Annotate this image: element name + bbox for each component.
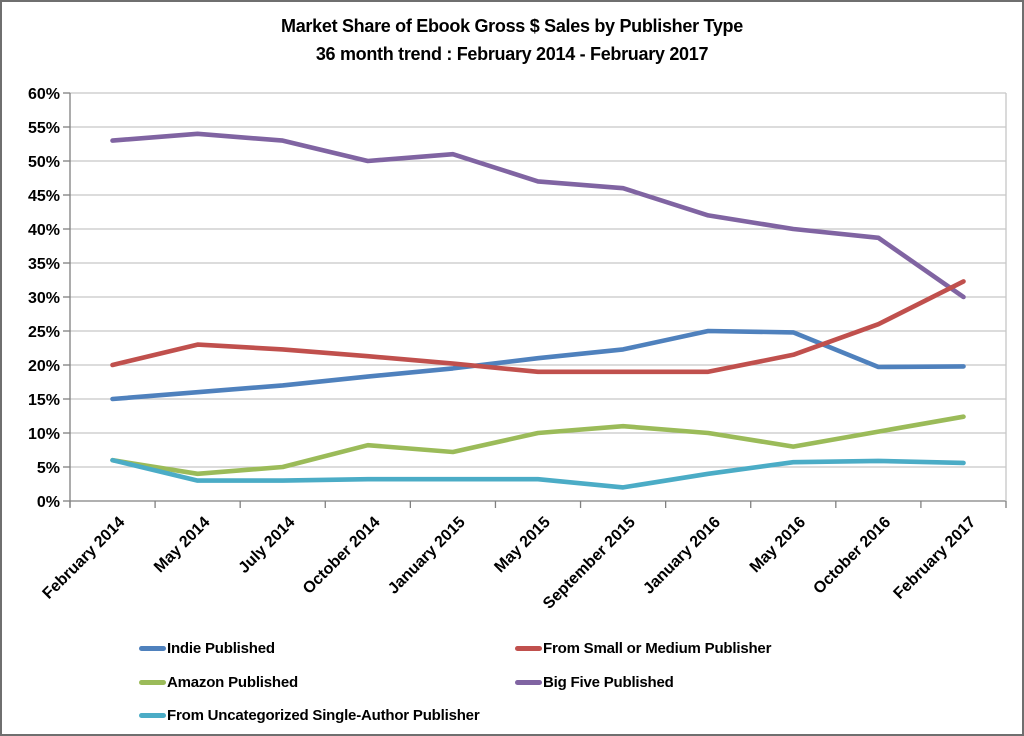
- series-line-from-small-or-medium-publisher: [110, 279, 966, 375]
- y-tick-label: 10%: [28, 426, 60, 443]
- series-line-amazon-published: [110, 414, 966, 477]
- series-line-big-five-published: [110, 131, 966, 300]
- y-tick-label: 50%: [28, 154, 60, 171]
- y-tick-label: 25%: [28, 324, 60, 341]
- x-tick-label: May 2016: [747, 514, 809, 576]
- legend-item-from-uncategorized-single-author-publisher: From Uncategorized Single-Author Publish…: [139, 706, 480, 724]
- x-tick-label: May 2014: [151, 514, 213, 576]
- chart-title-line-1: Market Share of Ebook Gross $ Sales by P…: [281, 16, 743, 36]
- legend-swatch-indie-published: [139, 645, 166, 651]
- legend-label: Amazon Published: [167, 673, 298, 691]
- y-tick-label: 55%: [28, 120, 60, 137]
- x-tick-label: February 2017: [891, 514, 980, 603]
- x-tick-label: October 2016: [810, 514, 894, 598]
- legend-item-indie-published: Indie Published: [139, 639, 275, 657]
- y-tick-label: 35%: [28, 256, 60, 273]
- legend-label: From Small or Medium Publisher: [543, 639, 772, 657]
- legend-label: From Uncategorized Single-Author Publish…: [167, 706, 480, 724]
- legend-item-amazon-published: Amazon Published: [139, 673, 298, 691]
- series-line-from-uncategorized-single-author-publisher: [110, 457, 966, 490]
- legend-label: Indie Published: [167, 639, 275, 657]
- x-tick-label: September 2015: [540, 514, 639, 613]
- y-tick-label: 45%: [28, 188, 60, 205]
- legend-swatch-amazon-published: [139, 679, 166, 685]
- x-tick-label: January 2016: [640, 514, 724, 598]
- chart-title: Market Share of Ebook Gross $ Sales by P…: [2, 12, 1022, 68]
- y-tick-label: 5%: [37, 460, 60, 477]
- chart-title-line-2: 36 month trend : February 2014 - Februar…: [315, 44, 709, 64]
- legend-swatch-from-small-or-medium-publisher: [515, 645, 542, 651]
- legend-item-from-small-or-medium-publisher: From Small or Medium Publisher: [515, 639, 771, 657]
- y-tick-label: 15%: [28, 392, 60, 409]
- x-tick-label: February 2014: [40, 514, 129, 603]
- legend-label: Big Five Published: [543, 673, 674, 691]
- legend-swatch-from-uncategorized-single-author-publisher: [139, 712, 166, 718]
- y-tick-label: 20%: [28, 358, 60, 375]
- x-tick-label: January 2015: [385, 514, 469, 598]
- y-tick-label: 60%: [28, 86, 60, 103]
- x-tick-label: July 2014: [236, 514, 299, 577]
- legend-item-big-five-published: Big Five Published: [515, 673, 674, 691]
- y-tick-label: 0%: [37, 494, 60, 511]
- legend-swatch-big-five-published: [515, 679, 542, 685]
- y-tick-label: 40%: [28, 222, 60, 239]
- plot-area: 0% 5% 10% 15% 20% 25% 30% 35% 40% 45% 50% 55% 60% Feb…: [28, 86, 1007, 613]
- x-tick-label: October 2014: [300, 514, 384, 598]
- y-tick-label: 30%: [28, 290, 60, 307]
- x-tick-label: May 2015: [491, 514, 553, 576]
